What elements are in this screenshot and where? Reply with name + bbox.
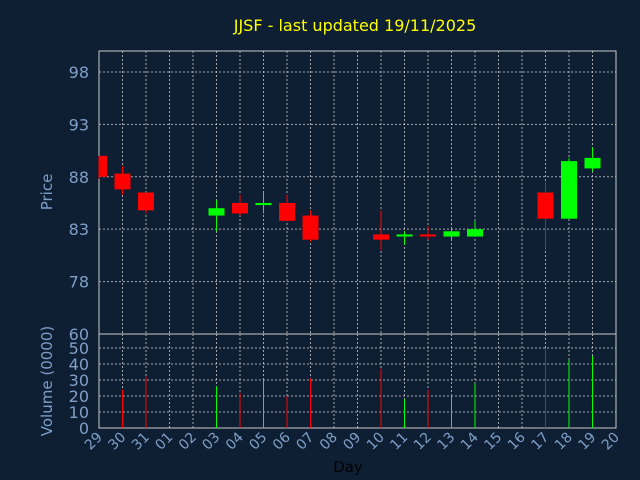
x-ticks: 29 30 31 01 02 03 04 05 06 07 08 09 10 11 12 13 14 15 16 17… — [82, 429, 623, 453]
x-tick-label: 16 — [505, 429, 529, 453]
volume-axis-label: Volume (0000) — [38, 326, 56, 436]
x-tick-label: 02 — [176, 430, 200, 454]
volume-bars — [122, 348, 593, 428]
price-axis-label: Price — [38, 174, 56, 211]
candle-body — [561, 161, 577, 219]
x-tick-label: 31 — [129, 430, 153, 454]
x-tick-label: 07 — [293, 430, 317, 454]
candle-body — [138, 192, 154, 211]
volume-y-tick-label: 30 — [69, 371, 89, 390]
candle-body — [279, 202, 295, 221]
candle-body — [302, 215, 319, 240]
x-tick-label: 17 — [528, 430, 552, 454]
candle-body — [467, 229, 483, 237]
price-y-tick-label: 98 — [69, 63, 89, 82]
volume-grid — [99, 334, 616, 428]
x-axis-label: Day — [333, 458, 363, 476]
price-y-tick-label: 83 — [69, 220, 89, 239]
x-tick-label: 03 — [199, 430, 223, 454]
volume-y-tick-label: 20 — [69, 387, 89, 406]
x-tick-label: 14 — [458, 429, 482, 453]
volume-top-tick-label: 60 — [69, 325, 89, 344]
x-tick-label: 13 — [434, 430, 458, 454]
candle-body — [208, 208, 225, 216]
candle-body — [420, 234, 436, 237]
candle-body — [584, 157, 601, 169]
x-tick-label: 01 — [152, 430, 176, 454]
price-y-ticks: 78 83 88 93 98 — [69, 63, 89, 292]
candle-body — [232, 202, 248, 214]
candle-body — [396, 234, 413, 237]
price-y-tick-label: 93 — [69, 115, 89, 134]
x-tick-label: 12 — [411, 430, 435, 454]
x-tick-label: 08 — [317, 430, 341, 454]
price-y-tick-label: 78 — [69, 273, 89, 292]
candle-body — [114, 173, 131, 190]
volume-y-tick-label: 0 — [79, 419, 89, 438]
x-tick-label: 10 — [364, 430, 388, 454]
price-y-tick-label: 88 — [69, 168, 89, 187]
x-tick-label: 20 — [599, 430, 623, 454]
volume-panel-frame — [98, 333, 617, 429]
candle-body — [255, 202, 272, 206]
x-tick-label: 15 — [481, 430, 505, 454]
x-tick-label: 06 — [270, 429, 294, 453]
candle-body — [373, 234, 389, 240]
candle-body — [443, 231, 460, 237]
volume-y-tick-label: 40 — [69, 355, 89, 374]
candle-body — [99, 155, 107, 177]
x-tick-label: 09 — [340, 430, 364, 454]
x-tick-label: 19 — [575, 430, 599, 454]
volume-y-tick-label: 50 — [69, 339, 89, 358]
x-tick-label: 05 — [246, 430, 270, 454]
volume-y-tick-label: 10 — [69, 403, 89, 422]
candles — [98, 147, 601, 251]
chart-title: JJSF - last updated 19/11/2025 — [233, 16, 477, 35]
x-tick-label: 11 — [387, 430, 411, 454]
x-tick-label: 04 — [223, 429, 247, 453]
candle-body — [537, 192, 554, 219]
x-tick-label: 18 — [552, 430, 576, 454]
x-tick-label: 30 — [105, 430, 129, 454]
